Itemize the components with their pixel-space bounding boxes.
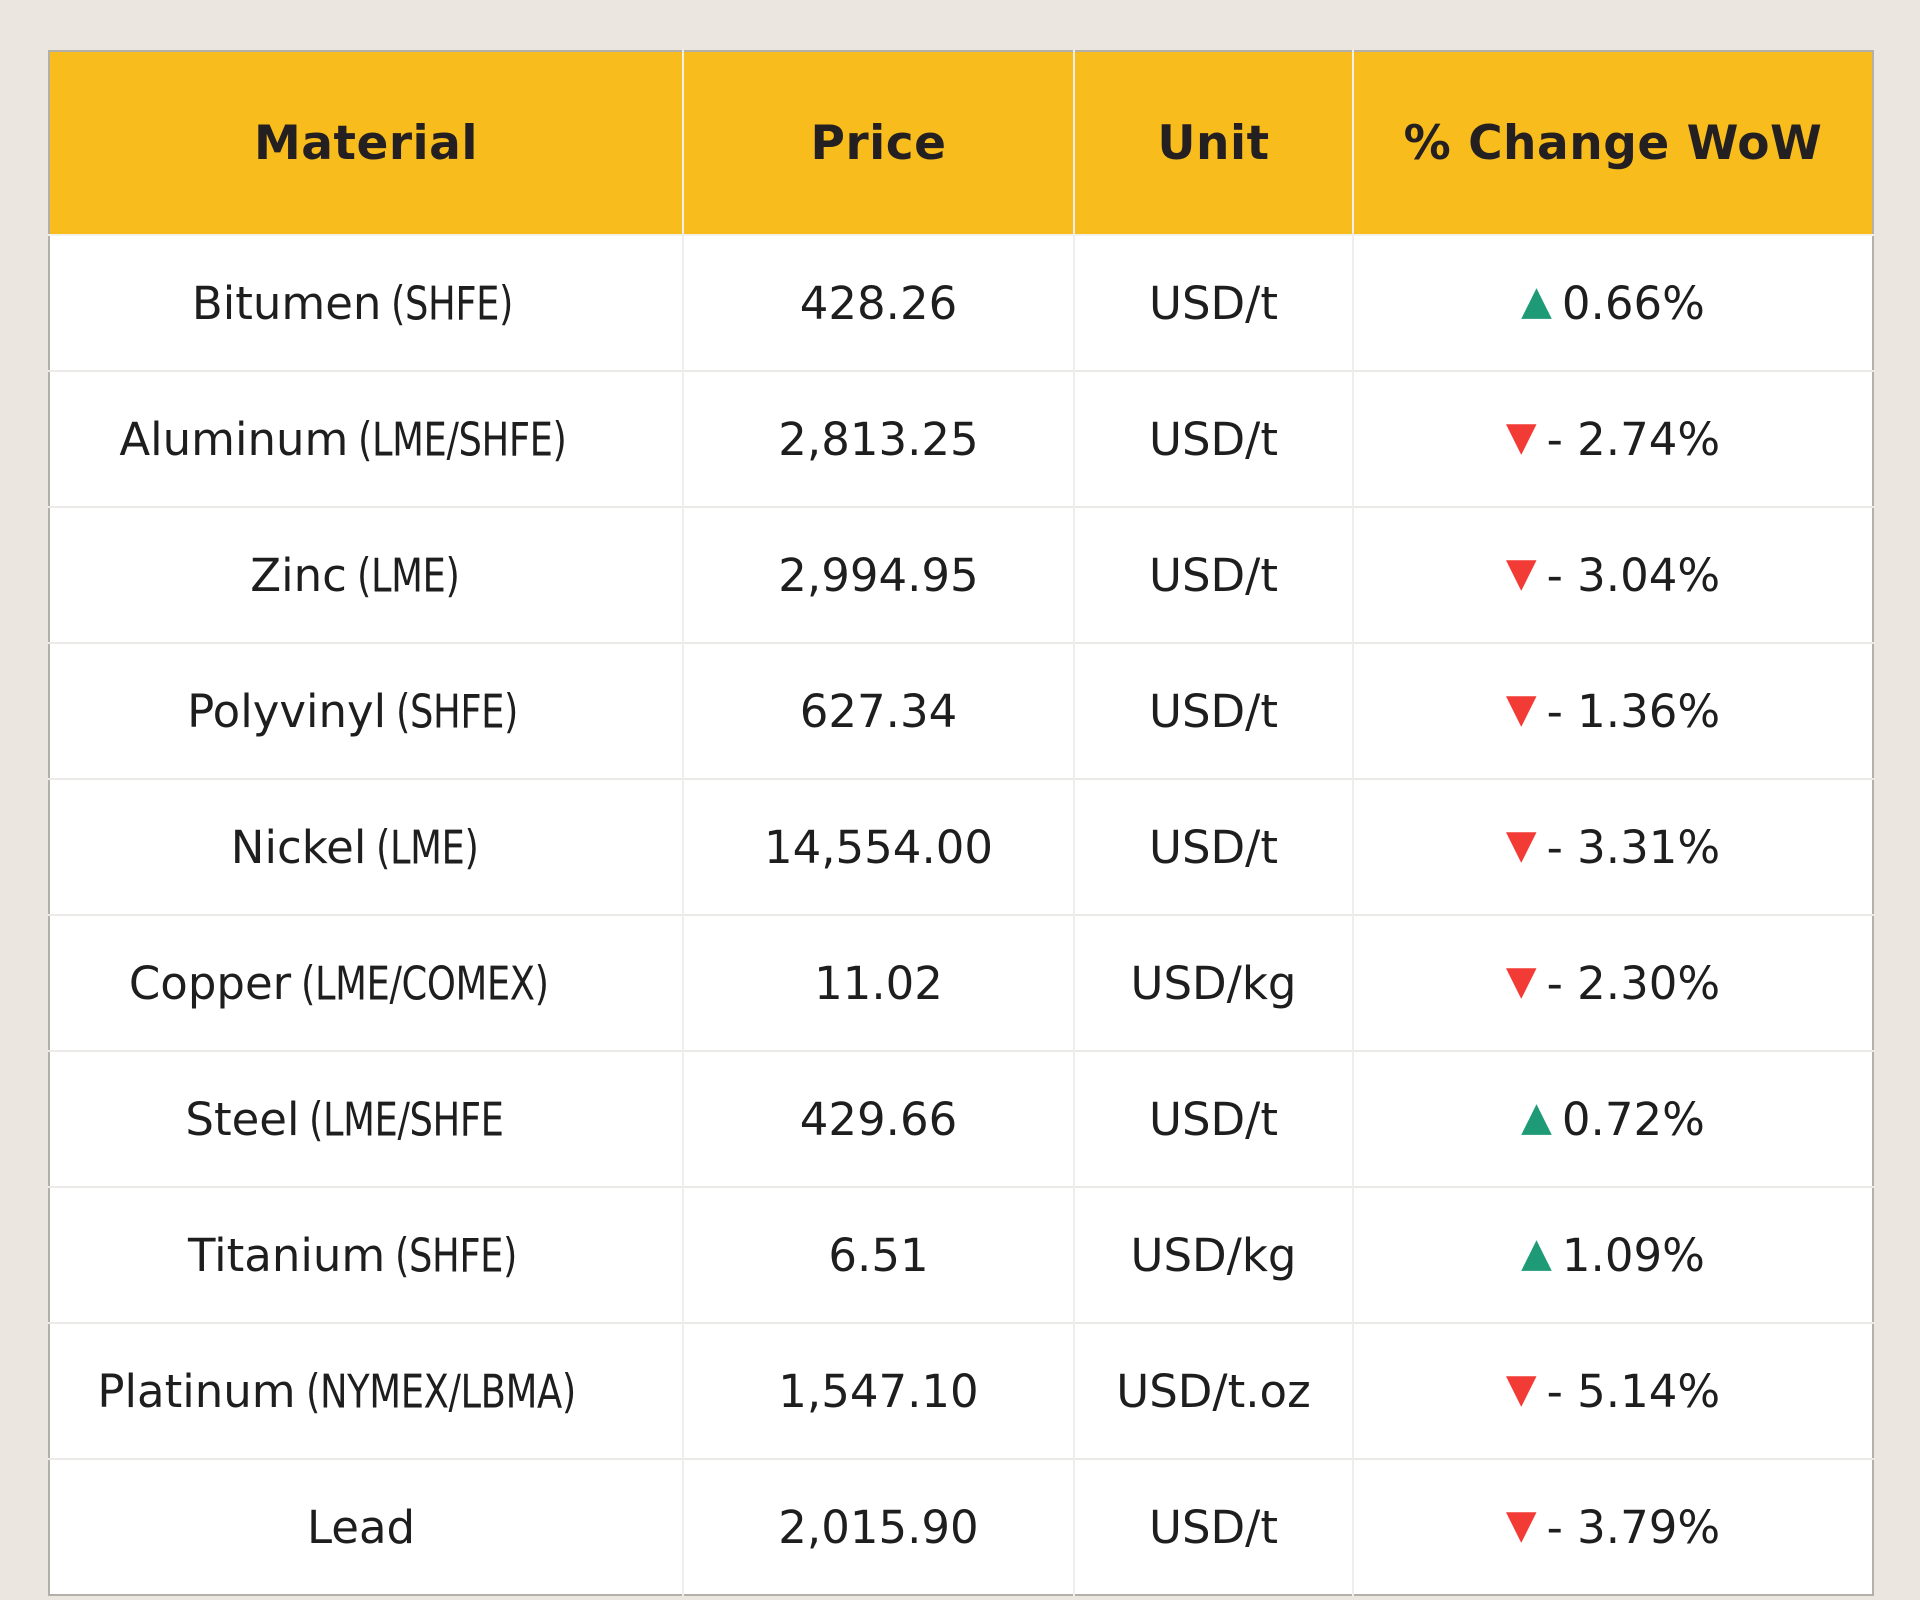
material-exchange: (SHFE) [396, 683, 519, 739]
price-cell: 11.02 [682, 914, 1074, 1051]
change-value: - 1.36% [1546, 684, 1721, 738]
commodity-price-table: Material Price Unit % Change WoW Bitumen… [48, 50, 1874, 1596]
material-cell: Lead [49, 1458, 683, 1595]
table-row-bitumen: Bitumen (SHFE) 428.26 USD/t ▲ 0.66% [49, 234, 1873, 371]
change-value: 0.72% [1561, 1092, 1705, 1146]
trend-down-icon: ▼ [1505, 686, 1537, 732]
unit-cell: USD/t [1073, 506, 1353, 643]
material-exchange: (LME) [356, 547, 460, 603]
material-cell: Titanium (SHFE) [49, 1186, 683, 1323]
price-cell: 2,813.25 [682, 370, 1074, 507]
table-row-titanium: Titanium (SHFE) 6.51 USD/kg ▲ 1.09% [49, 1186, 1873, 1323]
column-header-material: Material [49, 51, 683, 235]
trend-down-icon: ▼ [1505, 550, 1537, 596]
material-exchange: (LME/SHFE) [358, 411, 567, 467]
table-header: Material Price Unit % Change WoW [49, 51, 1873, 235]
table-row-polyvinyl: Polyvinyl (SHFE) 627.34 USD/t ▼ - 1.36% [49, 642, 1873, 779]
unit-cell: USD/t [1073, 370, 1353, 507]
table-row-lead: Lead 2,015.90 USD/t ▼ - 3.79% [49, 1458, 1873, 1595]
unit-cell: USD/kg [1073, 914, 1353, 1051]
material-exchange: (SHFE) [395, 1227, 518, 1283]
material-exchange: (NYMEX/LBMA) [305, 1363, 576, 1419]
material-name: Titanium [188, 1228, 386, 1282]
column-header-price: Price [682, 51, 1074, 235]
material-name: Polyvinyl [187, 684, 387, 738]
price-cell: 6.51 [682, 1186, 1074, 1323]
change-value: - 3.31% [1546, 820, 1721, 874]
column-header-unit: Unit [1073, 51, 1353, 235]
change-value: - 3.04% [1546, 548, 1721, 602]
trend-down-icon: ▼ [1505, 1366, 1537, 1412]
change-value: 1.09% [1561, 1228, 1705, 1282]
unit-cell: USD/kg [1073, 1186, 1353, 1323]
trend-down-icon: ▼ [1505, 822, 1537, 868]
unit-cell: USD/t [1073, 642, 1353, 779]
material-exchange: (LME/SHFE [309, 1091, 504, 1147]
change-value: 0.66% [1561, 276, 1705, 330]
price-cell: 2,015.90 [682, 1458, 1074, 1595]
material-cell: Polyvinyl (SHFE) [49, 642, 683, 779]
change-cell: ▼ - 3.31% [1352, 778, 1873, 915]
change-cell: ▲ 0.72% [1352, 1050, 1873, 1187]
change-cell: ▼ - 5.14% [1352, 1322, 1873, 1459]
material-name: Lead [307, 1500, 416, 1554]
table-row-platinum: Platinum (NYMEX/LBMA) 1,547.10 USD/t.oz ▼… [49, 1322, 1873, 1459]
unit-cell: USD/t [1073, 234, 1353, 371]
material-name: Bitumen [191, 276, 382, 330]
material-cell: Copper (LME/COMEX) [49, 914, 683, 1051]
trend-up-icon: ▲ [1521, 1230, 1552, 1276]
change-value: - 2.30% [1546, 956, 1721, 1010]
change-cell: ▼ - 3.79% [1352, 1458, 1873, 1595]
change-cell: ▼ - 2.30% [1352, 914, 1873, 1051]
trend-down-icon: ▼ [1505, 414, 1537, 460]
price-cell: 429.66 [682, 1050, 1074, 1187]
material-exchange: (LME) [376, 819, 479, 875]
table-row-aluminum: Aluminum (LME/SHFE) 2,813.25 USD/t ▼ - 2.7… [49, 370, 1873, 507]
trend-down-icon: ▼ [1505, 958, 1537, 1004]
table-row-copper: Copper (LME/COMEX) 11.02 USD/kg ▼ - 2.30% [49, 914, 1873, 1051]
table-row-steel: Steel (LME/SHFE 429.66 USD/t ▲ 0.72% [49, 1050, 1873, 1187]
trend-up-icon: ▲ [1521, 278, 1552, 324]
trend-down-icon: ▼ [1505, 1502, 1537, 1548]
material-name: Zinc [250, 548, 347, 602]
material-name: Steel [185, 1092, 300, 1146]
table-row-nickel: Nickel (LME) 14,554.00 USD/t ▼ - 3.31% [49, 778, 1873, 915]
price-cell: 14,554.00 [682, 778, 1074, 915]
change-cell: ▲ 0.66% [1352, 234, 1873, 371]
price-cell: 2,994.95 [682, 506, 1074, 643]
material-cell: Aluminum (LME/SHFE) [49, 370, 683, 507]
change-value: - 3.79% [1546, 1500, 1721, 1554]
material-exchange: (LME/COMEX) [301, 955, 549, 1011]
material-exchange: (SHFE) [391, 275, 514, 331]
material-cell: Zinc (LME) [49, 506, 683, 643]
material-cell: Nickel (LME) [49, 778, 683, 915]
price-cell: 1,547.10 [682, 1322, 1074, 1459]
change-value: - 2.74% [1546, 412, 1721, 466]
unit-cell: USD/t [1073, 778, 1353, 915]
unit-cell: USD/t.oz [1073, 1322, 1353, 1459]
material-name: Copper [128, 956, 292, 1010]
change-cell: ▼ - 2.74% [1352, 370, 1873, 507]
header-row: Material Price Unit % Change WoW [49, 51, 1873, 235]
unit-cell: USD/t [1073, 1050, 1353, 1187]
trend-up-icon: ▲ [1521, 1094, 1552, 1140]
table-body: Bitumen (SHFE) 428.26 USD/t ▲ 0.66% Alumin… [49, 234, 1873, 1595]
change-cell: ▲ 1.09% [1352, 1186, 1873, 1323]
change-value: - 5.14% [1546, 1364, 1721, 1418]
change-cell: ▼ - 1.36% [1352, 642, 1873, 779]
price-cell: 627.34 [682, 642, 1074, 779]
material-name: Platinum [97, 1364, 296, 1418]
unit-cell: USD/t [1073, 1458, 1353, 1595]
change-cell: ▼ - 3.04% [1352, 506, 1873, 643]
price-cell: 428.26 [682, 234, 1074, 371]
table-row-zinc: Zinc (LME) 2,994.95 USD/t ▼ - 3.04% [49, 506, 1873, 643]
material-name: Aluminum [119, 412, 349, 466]
column-header-change: % Change WoW [1352, 51, 1873, 235]
material-cell: Bitumen (SHFE) [49, 234, 683, 371]
material-cell: Platinum (NYMEX/LBMA) [49, 1322, 683, 1459]
material-cell: Steel (LME/SHFE [49, 1050, 683, 1187]
material-name: Nickel [230, 820, 367, 874]
